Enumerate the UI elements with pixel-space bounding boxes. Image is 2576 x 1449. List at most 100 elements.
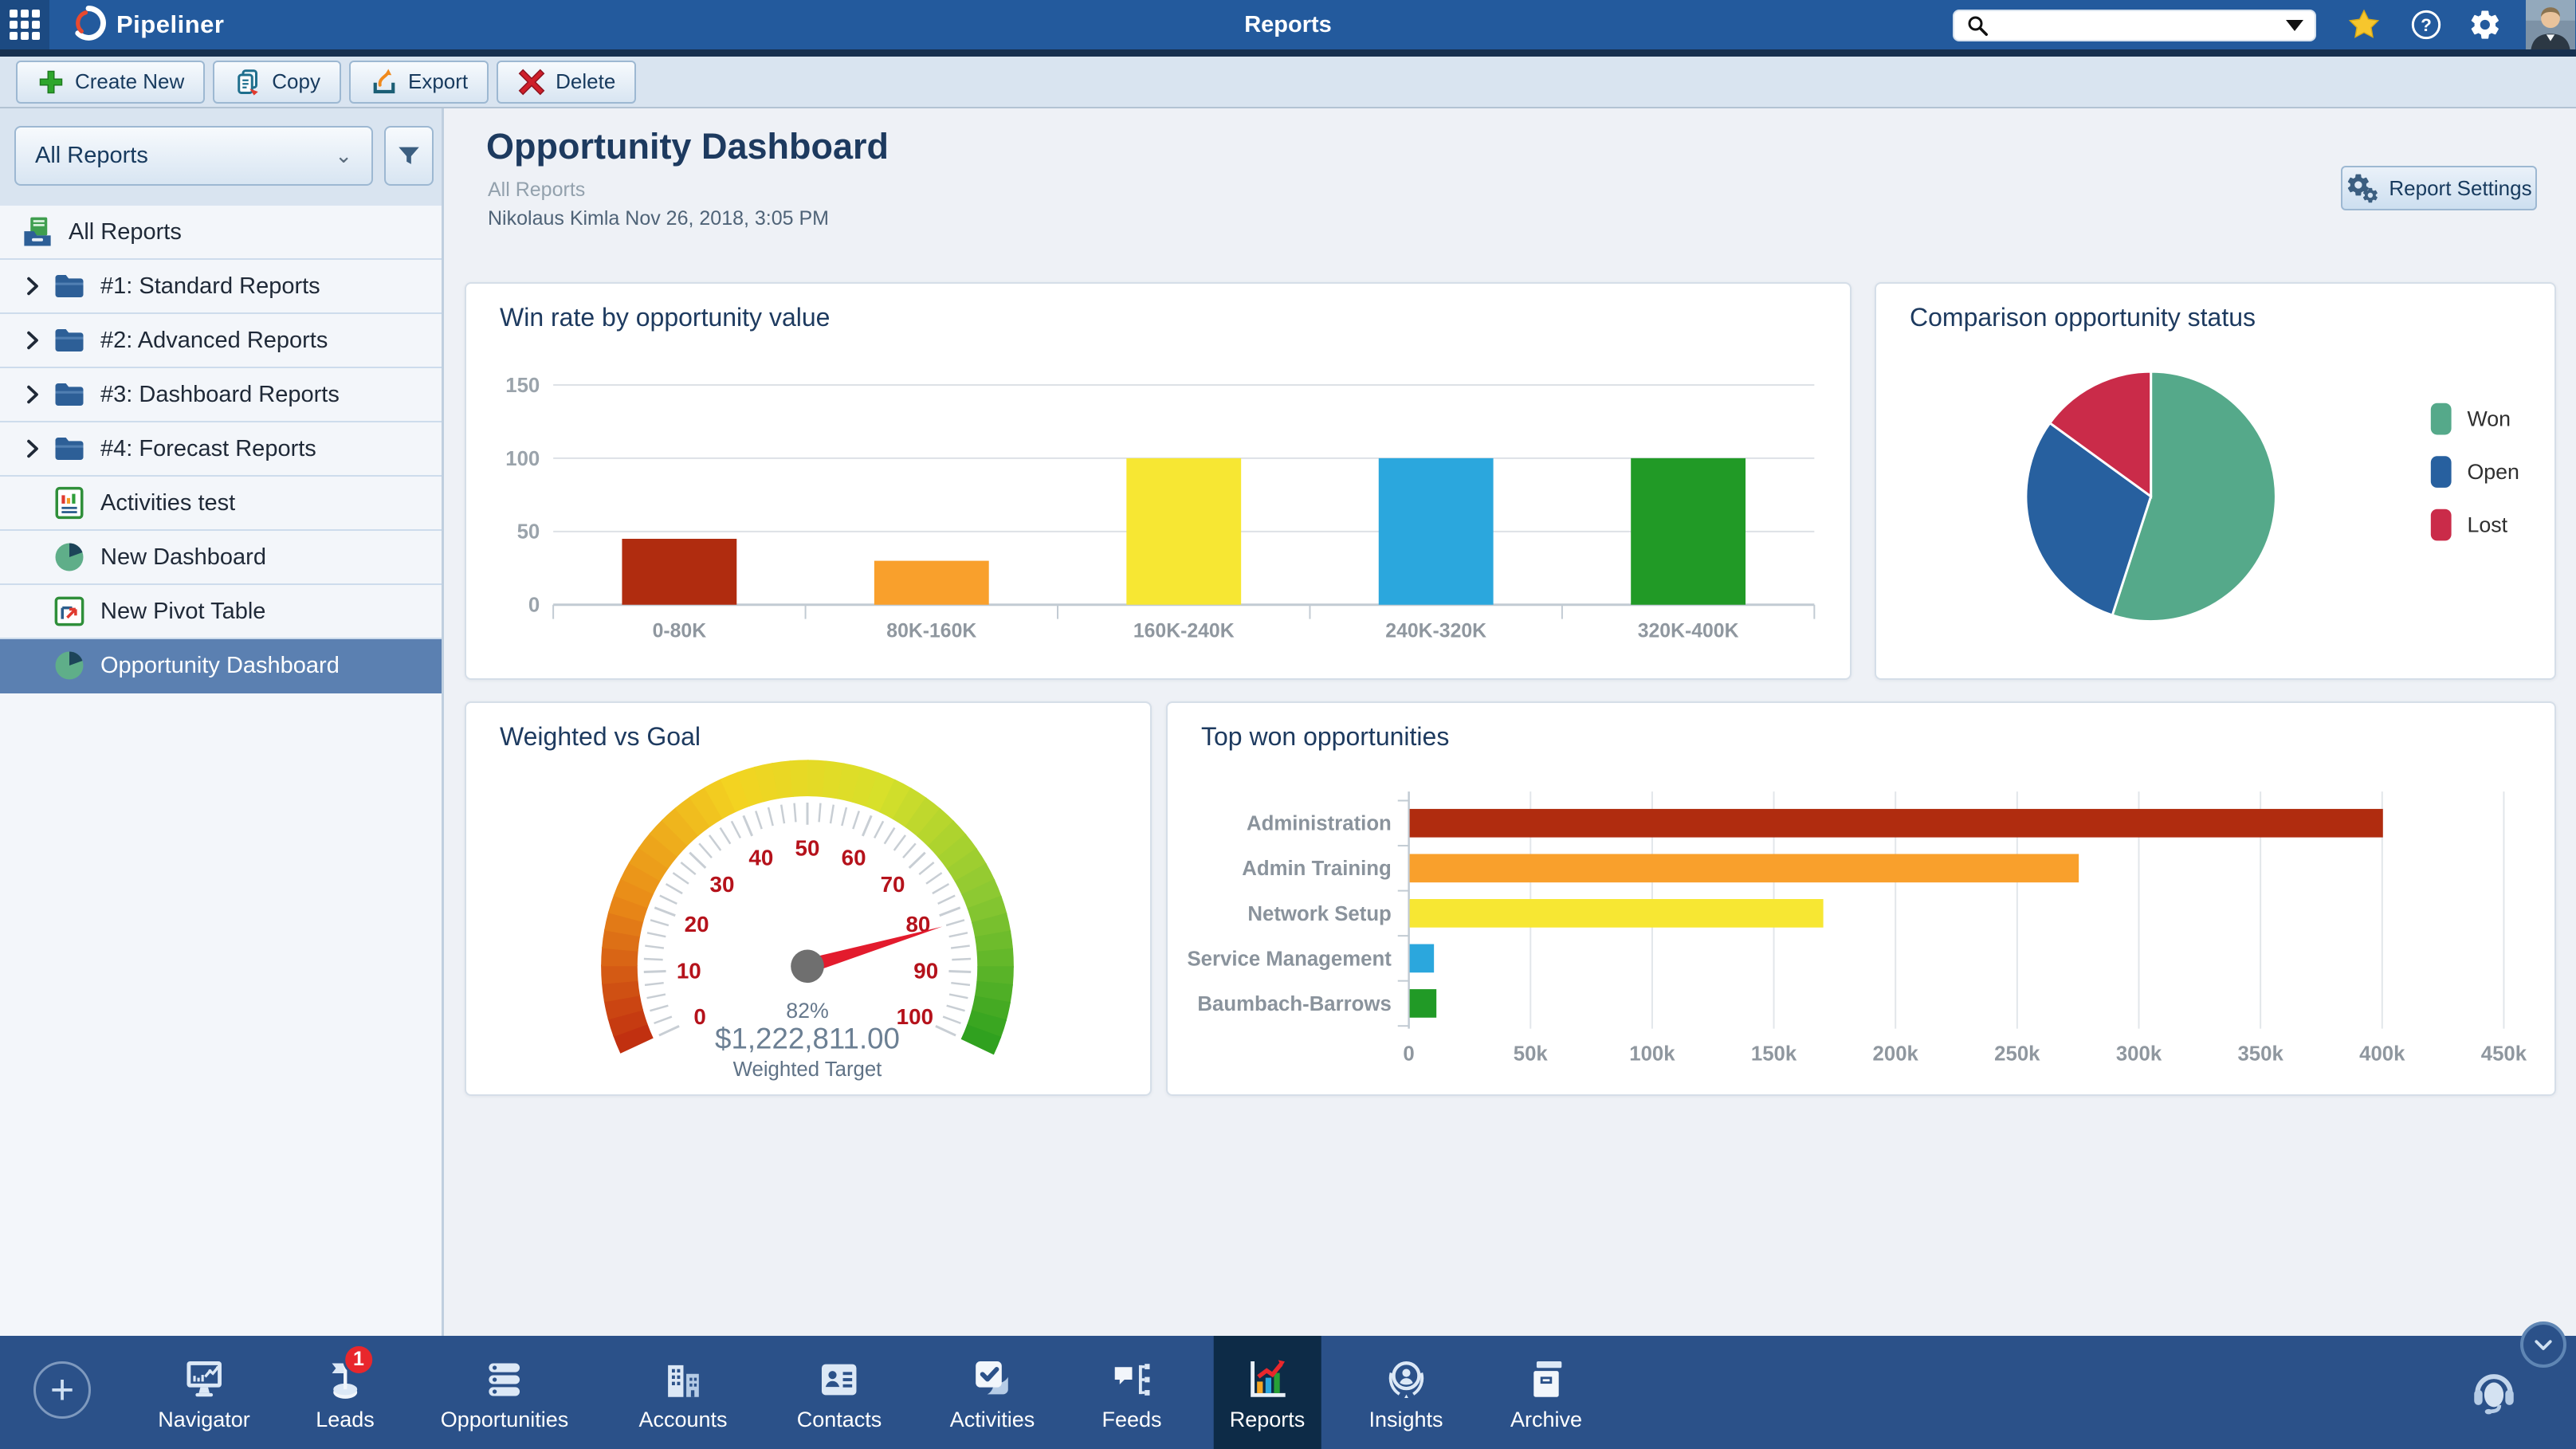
- nav-label: Insights: [1368, 1407, 1443, 1431]
- svg-text:0: 0: [693, 1004, 705, 1029]
- collapse-bar-button[interactable]: [2520, 1321, 2566, 1368]
- report-settings-label: Report Settings: [2389, 175, 2532, 200]
- nav-label: Accounts: [638, 1407, 728, 1431]
- report-item-label: #2: Advanced Reports: [100, 327, 328, 353]
- report-doc-icon: [53, 485, 88, 520]
- nav-label: Navigator: [158, 1407, 250, 1431]
- filter-button[interactable]: [384, 126, 434, 186]
- report-settings-button[interactable]: Report Settings: [2341, 166, 2537, 210]
- nav-item-activities[interactable]: Activities: [934, 1336, 1051, 1449]
- svg-text:Weighted Target: Weighted Target: [733, 1058, 882, 1081]
- sidebar-header: All Reports ⌄: [0, 108, 442, 206]
- svg-text:100k: 100k: [1629, 1043, 1675, 1065]
- svg-text:Administration: Administration: [1247, 813, 1392, 835]
- sidebar-item-advanced-reports[interactable]: #2: Advanced Reports: [0, 314, 442, 368]
- nav-item-leads[interactable]: 1 Leads: [300, 1336, 391, 1449]
- app-grid-button[interactable]: [0, 0, 49, 49]
- nav-item-reports[interactable]: Reports: [1213, 1336, 1321, 1449]
- svg-text:300k: 300k: [2116, 1043, 2162, 1065]
- delete-button[interactable]: Delete: [497, 60, 637, 104]
- svg-text:60: 60: [842, 845, 866, 870]
- svg-text:200k: 200k: [1873, 1043, 1919, 1065]
- gear-icon: [2471, 10, 2499, 39]
- quick-add-button[interactable]: +: [33, 1361, 91, 1419]
- global-search[interactable]: [1953, 10, 2316, 41]
- nav-label: Contacts: [796, 1407, 882, 1431]
- opportunity-status-chart-card: Comparison opportunity status Won Open Los…: [1875, 282, 2556, 680]
- svg-text:50k: 50k: [1514, 1043, 1549, 1065]
- nav-item-archive[interactable]: Archive: [1494, 1336, 1598, 1449]
- sidebar-item-standard-reports[interactable]: #1: Standard Reports: [0, 260, 442, 314]
- apps-grid-icon: [10, 10, 40, 40]
- sidebar-item-dashboard-reports[interactable]: #3: Dashboard Reports: [0, 368, 442, 422]
- page-title: Opportunity Dashboard: [486, 126, 889, 167]
- funnel-icon: [399, 147, 419, 164]
- page-byline: Nikolaus Kimla Nov 26, 2018, 3:05 PM: [488, 207, 829, 230]
- button-label: Copy: [272, 69, 320, 93]
- svg-text:150: 150: [505, 375, 540, 397]
- nav-item-insights[interactable]: Insights: [1353, 1336, 1459, 1449]
- svg-text:80K-160K: 80K-160K: [886, 620, 976, 642]
- sidebar-item-all-reports[interactable]: All Reports: [0, 206, 442, 260]
- svg-text:0: 0: [1403, 1043, 1414, 1065]
- pipeliner-logo: Pipeliner: [70, 0, 224, 49]
- report-item-label: #1: Standard Reports: [100, 273, 320, 299]
- chevron-down-icon: [2535, 1340, 2552, 1350]
- activities-icon: [969, 1353, 1015, 1403]
- pie-icon: [53, 540, 88, 575]
- sidebar-item-activities-test[interactable]: Activities test: [0, 477, 442, 531]
- copy-icon: [234, 68, 262, 96]
- favorites-button[interactable]: [2338, 0, 2389, 49]
- svg-text:Won: Won: [2467, 407, 2511, 431]
- reports-filter-value: All Reports: [35, 143, 148, 168]
- create-new-button[interactable]: Create New: [16, 60, 206, 104]
- navigator-icon: [181, 1353, 227, 1403]
- user-avatar[interactable]: [2525, 0, 2576, 49]
- button-label: Create New: [75, 69, 185, 93]
- svg-text:Service Management: Service Management: [1187, 948, 1392, 970]
- sidebar-item-opportunity-dashboard[interactable]: Opportunity Dashboard: [0, 639, 442, 693]
- expand-chevron-icon[interactable]: [21, 274, 53, 298]
- weighted-vs-goal-gauge: 0 10 20 30 40 50 60 70 80 90 100 82% $1,222,811.00 We…: [466, 703, 1150, 1094]
- search-input[interactable]: [1997, 14, 2286, 37]
- bottom-navigation: + Navigator 1 Leads Opportunities Accounts Co…: [0, 1321, 2576, 1449]
- expand-chevron-icon[interactable]: [21, 383, 53, 406]
- support-button[interactable]: [2468, 1365, 2520, 1421]
- svg-text:150k: 150k: [1751, 1043, 1797, 1065]
- top-bar: Pipeliner Reports ?: [0, 0, 2576, 49]
- sidebar-item-new-dashboard[interactable]: New Dashboard: [0, 531, 442, 585]
- top-won-bar-chart: 0 50k 100k 150k 200k 250k 300k 350k 400k 450k Admi…: [1168, 703, 2554, 1094]
- svg-text:0: 0: [528, 595, 540, 617]
- nav-item-feeds[interactable]: Feeds: [1086, 1336, 1177, 1449]
- help-button[interactable]: ?: [2401, 0, 2452, 49]
- nav-item-opportunities[interactable]: Opportunities: [425, 1336, 585, 1449]
- svg-text:160K-240K: 160K-240K: [1133, 620, 1235, 642]
- reports-filter-dropdown[interactable]: All Reports ⌄: [14, 126, 373, 186]
- report-item-label: New Pivot Table: [100, 598, 266, 624]
- sidebar-item-new-pivot-table[interactable]: New Pivot Table: [0, 585, 442, 639]
- pipeliner-swirl-icon: [70, 5, 107, 45]
- folder-icon: [53, 269, 88, 304]
- insights-icon: [1383, 1353, 1429, 1403]
- expand-chevron-icon[interactable]: [21, 437, 53, 461]
- export-button[interactable]: Export: [348, 60, 489, 104]
- weighted-vs-goal-chart-card: Weighted vs Goal 0 10 20 30 40 50 60 70 80 90 100 8…: [465, 701, 1152, 1096]
- nav-item-accounts[interactable]: Accounts: [622, 1336, 743, 1449]
- sidebar-item-forecast-reports[interactable]: #4: Forecast Reports: [0, 422, 442, 477]
- star-icon: [2348, 9, 2380, 38]
- svg-text:50: 50: [517, 521, 540, 544]
- svg-text:?: ?: [2421, 15, 2432, 35]
- win-rate-bar-chart: 0 50 100 150 0-80K 80K-160K 160K-240K 240K-320K…: [466, 284, 1850, 678]
- nav-item-contacts[interactable]: Contacts: [781, 1336, 898, 1449]
- headset-icon: [2474, 1374, 2514, 1415]
- copy-button[interactable]: Copy: [213, 60, 341, 104]
- nav-item-navigator[interactable]: Navigator: [142, 1336, 266, 1449]
- settings-button[interactable]: [2460, 0, 2511, 49]
- report-item-label: New Dashboard: [100, 544, 266, 570]
- leads-icon: 1: [322, 1343, 375, 1403]
- reports-sidebar: All Reports ⌄ All Reports #1: Standard Re…: [0, 108, 444, 1336]
- expand-chevron-icon[interactable]: [21, 328, 53, 352]
- nav-label: Activities: [949, 1407, 1035, 1431]
- reports-stack-icon: [21, 214, 56, 249]
- search-scope-caret-icon[interactable]: [2286, 20, 2303, 31]
